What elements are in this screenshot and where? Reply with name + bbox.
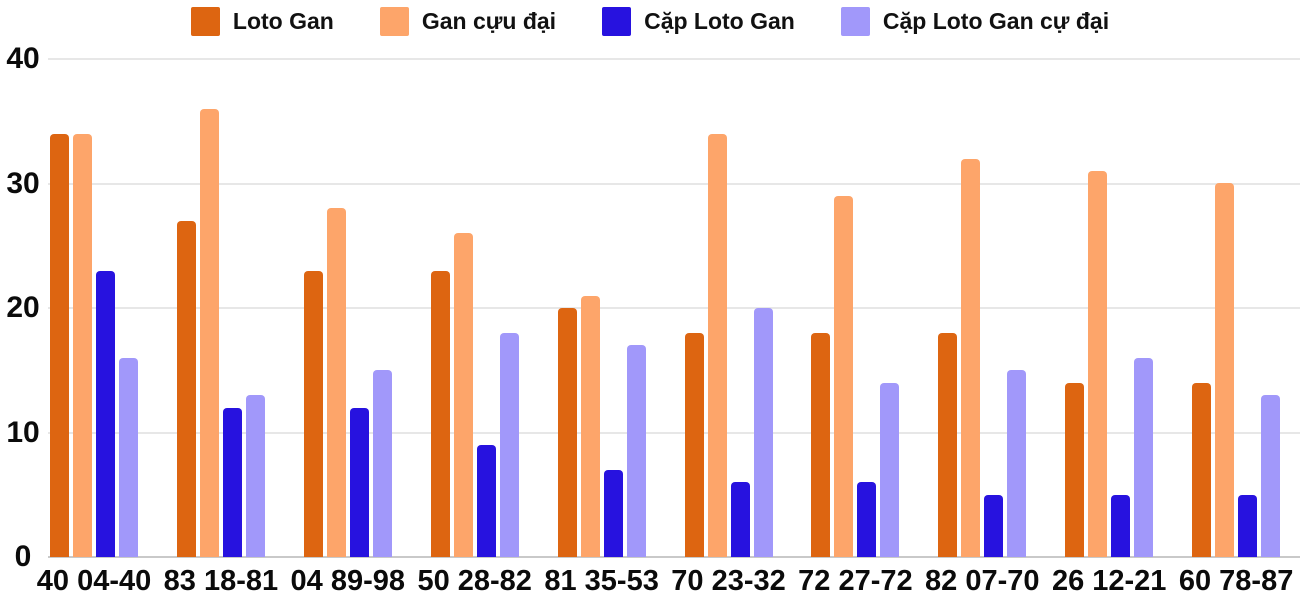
bar-gan-cuu-ai [199,109,219,557]
bar-group-83-18-81 [176,59,265,557]
y-axis-tick-label: 40 [6,42,40,75]
bar-group-26-12-21 [1065,59,1154,557]
bar-cap-loto-gan [857,482,877,557]
x-axis-category-label: 81 35-53 [544,565,659,597]
x-axis-category-label: 40 04-40 [36,565,152,597]
y-axis-tick-label: 10 [6,415,40,449]
bar-gan-cuu-ai [707,134,727,557]
legend-swatch-icon [840,7,870,36]
x-axis-line [48,556,1300,558]
x-axis-category-label: 82 07-70 [925,565,1040,597]
x-axis-category-label: 72 27-72 [798,565,913,597]
bar-cap-loto-gan [984,495,1004,557]
x-axis-category-label: 70 23-32 [671,565,786,597]
bar-gan-cuu-ai [73,134,92,557]
gridline-y-10 [48,431,1300,434]
bar-cap-loto-gan [1111,495,1131,557]
bar-cap-loto-gan-cu-ai [1261,395,1281,557]
bar-gan-cuu-ai [453,233,473,557]
bar-cap-loto-gan [730,482,750,557]
legend-label: Cặp Loto Gan [644,8,795,34]
bar-cap-loto-gan-cu-ai [119,358,138,557]
bar-loto-gan [1065,383,1085,557]
bar-cap-loto-gan-cu-ai [753,308,773,557]
bar-loto-gan [684,333,704,557]
legend-item-cap-loto-gan: Cặp Loto Gan [602,7,795,36]
bar-loto-gan [50,134,69,557]
legend-label: Gan cựu đại [421,8,557,34]
y-axis-tick-label: 20 [6,291,40,324]
bar-gan-cuu-ai [1215,183,1235,557]
bar-group-50-28-82 [430,59,519,557]
bar-cap-loto-gan [476,445,496,557]
bar-gan-cuu-ai [326,208,346,557]
bar-loto-gan [811,333,831,557]
bar-loto-gan [938,333,958,557]
bar-gan-cuu-ai [580,296,600,557]
bar-cap-loto-gan [603,470,623,557]
bar-cap-loto-gan [1238,495,1258,557]
x-axis-category-label: 26 12-21 [1051,565,1167,597]
y-axis-tick-label: 0 [14,540,32,573]
bar-cap-loto-gan-cu-ai [880,383,900,557]
bar-cap-loto-gan-cu-ai [1134,358,1154,557]
bar-gan-cuu-ai [834,196,854,557]
bar-cap-loto-gan-cu-ai [499,333,519,557]
bar-gan-cuu-ai [1088,171,1108,557]
x-axis-category-label: 83 18-81 [163,565,279,597]
bar-cap-loto-gan-cu-ai [245,395,265,557]
legend-item-cap-loto-gan-cu-ai: Cặp Loto Gan cự đại [840,7,1110,36]
bar-cap-loto-gan [222,408,242,557]
bar-loto-gan [176,221,196,557]
bar-group-60-78-87 [1192,59,1281,557]
legend-item-gan-cuu-ai: Gan cựu đại [379,7,557,36]
bar-cap-loto-gan-cu-ai [1007,370,1027,557]
legend-label: Loto Gan [232,8,334,34]
x-axis-category-label: 04 89-98 [290,565,406,597]
bar-loto-gan [303,271,323,557]
y-axis-tick-label: 30 [6,166,40,200]
bar-gan-cuu-ai [961,159,981,557]
legend-item-loto-gan: Loto Gan [190,7,334,36]
gridline-y-30 [48,182,1300,185]
bar-group-72-27-72 [811,59,900,557]
bar-cap-loto-gan [96,271,115,557]
bar-cap-loto-gan-cu-ai [372,370,392,557]
legend-swatch-icon [190,7,220,36]
bar-cap-loto-gan [349,408,369,557]
bar-group-81-35-53 [557,59,646,557]
bar-group-40-04-40 [50,59,138,557]
gridline-y-40 [48,58,1300,60]
bar-group-70-23-32 [684,59,773,557]
bar-loto-gan [557,308,577,557]
bar-loto-gan [1192,383,1212,557]
gridline-y-20 [48,307,1300,309]
bar-cap-loto-gan-cu-ai [626,345,646,557]
bar-group-04-89-98 [303,59,392,557]
bar-loto-gan [430,271,450,557]
legend-swatch-icon [602,7,632,36]
x-axis-category-label: 60 78-87 [1178,565,1294,597]
x-axis-category-label: 50 28-82 [417,565,532,597]
bar-group-82-07-70 [938,59,1027,557]
chart-legend: Loto Gan Gan cựu đại Cặp Loto Gan Cặp Loto … [0,7,1300,36]
legend-label: Cặp Loto Gan cự đại [882,8,1110,34]
legend-swatch-icon [379,7,409,36]
